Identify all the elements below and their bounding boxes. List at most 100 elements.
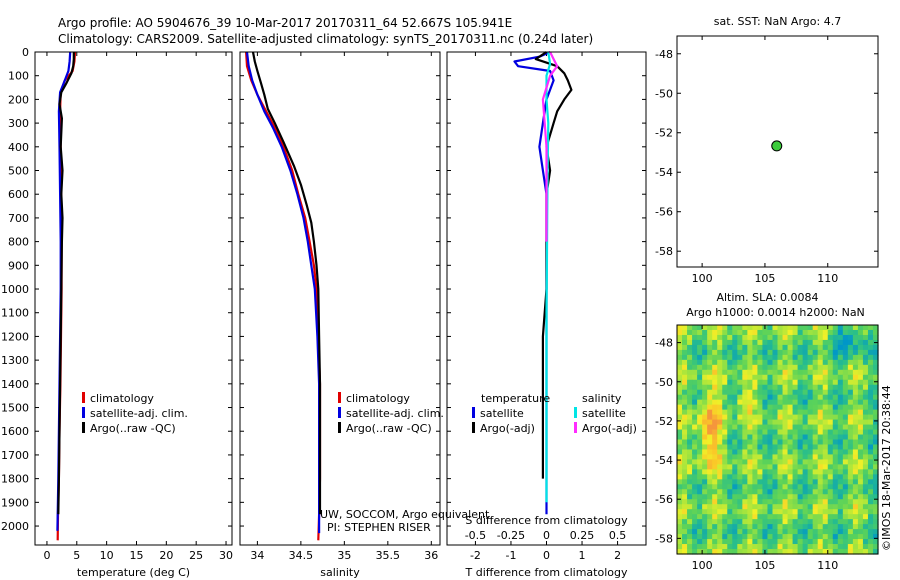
heatmap-cell xyxy=(777,489,784,495)
heatmap-cell xyxy=(822,439,829,446)
heatmap-cell xyxy=(862,379,869,386)
heatmap-cell xyxy=(797,469,804,475)
heatmap-cell xyxy=(842,409,849,416)
heatmap-cell xyxy=(802,539,809,545)
heatmap-cell xyxy=(867,439,874,446)
heatmap-cell xyxy=(857,509,864,515)
heatmap-cell xyxy=(742,409,748,416)
heatmap-cell xyxy=(707,384,713,391)
depth-tick-label: 1100 xyxy=(1,307,29,320)
heatmap-cell xyxy=(852,529,859,535)
heatmap-cell xyxy=(737,439,743,446)
heatmap-cell xyxy=(837,424,844,431)
heatmap-cell xyxy=(817,344,824,351)
heatmap-cell xyxy=(702,384,708,391)
heatmap-cell xyxy=(722,454,728,461)
heatmap-cell xyxy=(807,529,814,535)
heatmap-cell xyxy=(692,539,698,545)
heatmap-cell xyxy=(732,439,738,446)
heatmap-cell xyxy=(872,529,879,535)
x-tick-label: 5 xyxy=(73,549,80,562)
heatmap-cell xyxy=(777,414,784,421)
heatmap-cell xyxy=(752,349,759,356)
heatmap-cell xyxy=(797,539,804,545)
plot-frame xyxy=(34,51,233,546)
heatmap-cell xyxy=(832,504,839,510)
heatmap-cell xyxy=(777,464,784,470)
heatmap-cell xyxy=(772,404,779,411)
heatmap-cell xyxy=(692,489,698,495)
heatmap-cell xyxy=(762,339,769,346)
heatmap-cell xyxy=(817,519,824,525)
heatmap-cell xyxy=(762,364,769,371)
heatmap-cell xyxy=(847,534,854,540)
heatmap-cell xyxy=(777,344,784,351)
heatmap-cell xyxy=(862,474,869,480)
heatmap-cell xyxy=(727,539,733,545)
heatmap-cell xyxy=(837,359,844,366)
heatmap-cell xyxy=(757,325,764,331)
heatmap-cell xyxy=(762,529,769,535)
heatmap-cell xyxy=(812,419,819,426)
heatmap-cell xyxy=(717,499,723,505)
heatmap-cell xyxy=(722,464,728,470)
heatmap-cell xyxy=(702,539,708,545)
heatmap-cell xyxy=(787,534,794,540)
heatmap-cell xyxy=(767,434,774,441)
heatmap-cell xyxy=(777,539,784,545)
heatmap-cell xyxy=(802,494,809,500)
heatmap-cell xyxy=(832,409,839,416)
heatmap-cell xyxy=(772,394,779,401)
heatmap-cell xyxy=(842,479,849,485)
heatmap-cell xyxy=(742,404,748,411)
heatmap-cell xyxy=(792,509,799,515)
heatmap-cell xyxy=(692,509,698,515)
heatmap-cell xyxy=(727,464,733,470)
map-x-tick-label: 105 xyxy=(754,272,775,285)
heatmap-cell xyxy=(767,334,774,341)
heatmap-cell xyxy=(782,489,789,495)
heatmap-cell xyxy=(722,424,728,431)
panel-temperature: 0100200300400500600700800900100011001200… xyxy=(1,46,233,579)
x-tick-label: 35.5 xyxy=(376,549,401,562)
heatmap-cell xyxy=(727,329,733,336)
heatmap-cell xyxy=(692,479,698,485)
heatmap-cell xyxy=(707,499,713,505)
heatmap-cell xyxy=(787,529,794,535)
heatmap-cell xyxy=(677,394,683,401)
heatmap-cell xyxy=(852,379,859,386)
heatmap-cell xyxy=(767,359,774,366)
heatmap-cell xyxy=(747,389,753,396)
heatmap-cell xyxy=(687,489,693,495)
heatmap-cell xyxy=(852,499,859,505)
heatmap-cell xyxy=(677,454,683,461)
heatmap-cell xyxy=(857,454,864,461)
heatmap-cell xyxy=(697,409,703,416)
heatmap-cell xyxy=(747,434,753,441)
heatmap-cell xyxy=(762,514,769,520)
heatmap-cell xyxy=(727,534,733,540)
heatmap-cell xyxy=(792,429,799,436)
heatmap-cell xyxy=(742,374,748,381)
heatmap-cell xyxy=(807,424,814,431)
heatmap-cell xyxy=(797,384,804,391)
heatmap-cell xyxy=(817,354,824,361)
x-tick-label: 1 xyxy=(579,549,586,562)
heatmap-cell xyxy=(722,344,728,351)
heatmap-cell xyxy=(842,514,849,520)
heatmap-cell xyxy=(787,479,794,485)
heatmap-cell xyxy=(752,379,759,386)
heatmap-cell xyxy=(742,474,748,480)
heatmap-cell xyxy=(842,349,849,356)
heatmap-cell xyxy=(827,499,834,505)
heatmap-cell xyxy=(772,494,779,500)
heatmap-cell xyxy=(732,474,738,480)
heatmap-cell xyxy=(722,354,728,361)
secondary-tick-label: 0.5 xyxy=(609,529,627,542)
heatmap-cell xyxy=(862,519,869,525)
heatmap-cell xyxy=(752,549,759,555)
heatmap-cell xyxy=(707,489,713,495)
heatmap-cell xyxy=(732,374,738,381)
heatmap-cell xyxy=(797,549,804,555)
